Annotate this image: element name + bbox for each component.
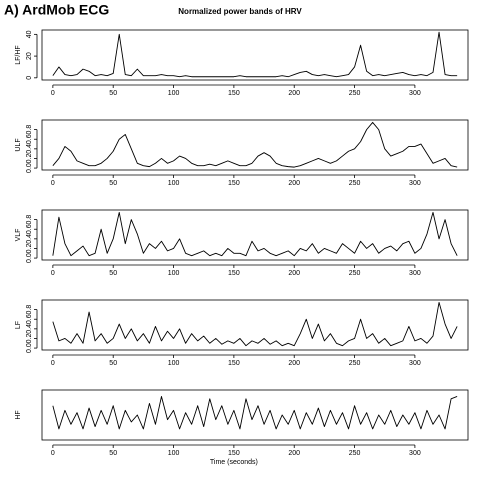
x-tick-label: 250: [349, 360, 361, 367]
x-tick-label: 200: [288, 450, 300, 457]
x-tick-label: 0: [51, 450, 55, 457]
x-tick-label: 300: [409, 360, 421, 367]
y-tick-label: 0.6: [26, 314, 33, 324]
x-tick-label: 50: [109, 270, 117, 277]
series-line: [52, 31, 458, 78]
y-axis-label: LF/HF: [15, 45, 22, 64]
x-tick-label: 200: [288, 180, 300, 187]
y-tick-label: 0.0: [26, 163, 33, 173]
plot-frame: [41, 119, 469, 171]
x-tick-label: 150: [228, 270, 240, 277]
x-axis-label: Time (seconds): [210, 459, 258, 466]
x-tick-label: 50: [109, 360, 117, 367]
y-tick-label: 0.4: [26, 234, 33, 244]
x-tick-label: 300: [409, 450, 421, 457]
y-tick-label: 0.2: [26, 153, 33, 163]
x-tick-label: 250: [349, 270, 361, 277]
x-tick-label: 50: [109, 90, 117, 97]
y-axis-label: HF: [15, 410, 22, 419]
x-tick-label: 150: [228, 180, 240, 187]
y-axis-label: ULF: [15, 138, 22, 151]
y-axis-label: LF: [15, 321, 22, 329]
y-tick-label: 0.4: [26, 144, 33, 154]
y-tick-label: 0.8: [26, 215, 33, 225]
x-tick-label: 0: [51, 360, 55, 367]
x-tick-label: 100: [168, 180, 180, 187]
y-tick-label: 20: [26, 52, 33, 60]
y-tick-label: 0.2: [26, 243, 33, 253]
x-tick-label: 200: [288, 270, 300, 277]
y-tick-label: 0.8: [26, 305, 33, 315]
x-tick-label: 250: [349, 450, 361, 457]
series-line: [52, 301, 458, 347]
x-tick-label: 300: [409, 180, 421, 187]
x-tick-label: 300: [409, 90, 421, 97]
series-line: [52, 396, 458, 430]
x-tick-label: 300: [409, 270, 421, 277]
x-tick-label: 100: [168, 450, 180, 457]
y-axis-label: VLF: [15, 229, 22, 242]
y-tick-label: 0.0: [26, 343, 33, 353]
x-tick-label: 250: [349, 180, 361, 187]
x-tick-label: 100: [168, 90, 180, 97]
x-tick-label: 100: [168, 360, 180, 367]
x-tick-label: 50: [109, 450, 117, 457]
series-line: [52, 121, 458, 168]
chart-title: Normalized power bands of HRV: [178, 7, 302, 16]
y-tick-label: 0.6: [26, 134, 33, 144]
plot-frame: [41, 209, 469, 261]
figure-label: A) ArdMob ECG: [4, 2, 109, 18]
x-tick-label: 0: [51, 180, 55, 187]
x-tick-label: 250: [349, 90, 361, 97]
y-tick-label: 0.6: [26, 224, 33, 234]
x-tick-label: 50: [109, 180, 117, 187]
y-tick-label: 0: [26, 76, 33, 80]
plot-frame: [41, 389, 469, 441]
x-tick-label: 150: [228, 360, 240, 367]
series-line: [52, 211, 458, 257]
x-tick-label: 100: [168, 270, 180, 277]
x-tick-label: 150: [228, 90, 240, 97]
x-tick-label: 150: [228, 450, 240, 457]
x-tick-label: 200: [288, 360, 300, 367]
x-tick-label: 0: [51, 270, 55, 277]
y-tick-label: 40: [26, 30, 33, 38]
y-tick-label: 0.4: [26, 324, 33, 334]
plot-frame: [41, 29, 469, 81]
x-tick-label: 0: [51, 90, 55, 97]
y-tick-label: 0.2: [26, 333, 33, 343]
y-tick-label: 0.0: [26, 253, 33, 263]
x-tick-label: 200: [288, 90, 300, 97]
y-tick-label: 0.8: [26, 125, 33, 135]
plot-frame: [41, 299, 469, 351]
